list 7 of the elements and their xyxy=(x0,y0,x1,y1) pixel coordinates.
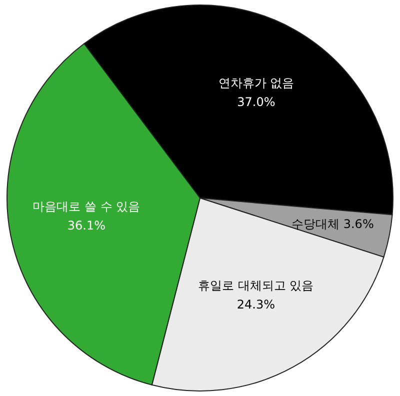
slice-label: 마음대로 쓸 수 있음 xyxy=(32,200,140,214)
data-label: 37.0% xyxy=(237,94,276,109)
data-label: 24.3% xyxy=(236,297,275,312)
data-label: 36.1% xyxy=(67,218,106,233)
slice-label: 연차휴가 없음 xyxy=(218,76,294,90)
slice-label: 수당대체 3.6% xyxy=(292,216,374,231)
slice-label: 휴일로 대체되고 있음 xyxy=(198,278,314,292)
